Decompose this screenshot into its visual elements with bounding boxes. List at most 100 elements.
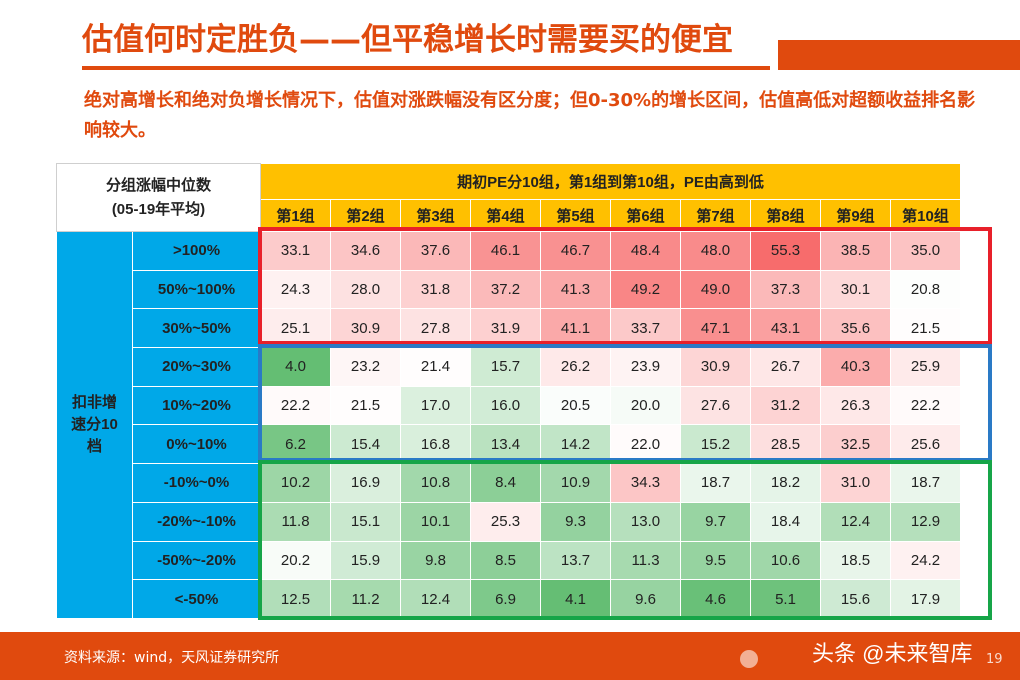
group-header-1: 第1组 bbox=[260, 199, 331, 232]
source-note: 资料来源：wind，天风证券研究所 bbox=[64, 650, 280, 666]
subtitle: 绝对高增长和绝对负增长情况下，估值对涨跌幅没有区分度；但0-30%的增长区间，估… bbox=[84, 90, 976, 141]
value-cell: 41.3 bbox=[540, 269, 611, 310]
value-cell: 34.6 bbox=[330, 231, 401, 271]
growth-bucket-header: 扣非增速分10档 bbox=[56, 231, 133, 619]
row-label: <-50% bbox=[132, 579, 261, 619]
value-cell: 20.0 bbox=[610, 385, 681, 426]
value-cell: 4.0 bbox=[260, 347, 331, 387]
title-accent-block bbox=[778, 40, 1020, 70]
value-cell: 38.5 bbox=[820, 231, 891, 271]
value-cell: 35.0 bbox=[890, 231, 961, 271]
value-cell: 16.8 bbox=[400, 424, 471, 465]
value-cell: 5.1 bbox=[750, 579, 821, 619]
value-cell: 26.3 bbox=[820, 385, 891, 426]
group-header-5: 第5组 bbox=[540, 199, 611, 232]
row-label: 30%~50% bbox=[132, 308, 261, 349]
value-cell: 30.9 bbox=[330, 308, 401, 349]
value-cell: 12.5 bbox=[260, 579, 331, 619]
corner-header: 分组涨幅中位数 (05-19年平均) bbox=[56, 163, 261, 232]
title-underline bbox=[82, 66, 770, 70]
value-cell: 12.4 bbox=[820, 501, 891, 542]
table-row: 20%~30% 4.0 23.2 21.4 15.7 26.2 23.9 30.9 26.7 40… bbox=[57, 347, 961, 387]
value-cell: 25.3 bbox=[470, 501, 541, 542]
value-cell: 37.2 bbox=[470, 269, 541, 310]
value-cell: 21.5 bbox=[330, 385, 401, 426]
growth-bucket-label: 扣非增速分10档 bbox=[71, 393, 118, 455]
value-cell: 40.3 bbox=[820, 347, 891, 387]
value-cell: 46.7 bbox=[540, 231, 611, 271]
value-cell: 48.0 bbox=[680, 231, 751, 271]
corner-header-line2: (05-19年平均) bbox=[111, 200, 206, 218]
value-cell: 22.0 bbox=[610, 424, 681, 465]
value-cell: 10.2 bbox=[260, 463, 331, 503]
value-cell: 10.1 bbox=[400, 501, 471, 542]
row-label: -50%~-20% bbox=[132, 540, 261, 581]
table-row: -10%~0% 10.2 16.9 10.8 8.4 10.9 34.3 18.7 18.2 31… bbox=[57, 463, 961, 503]
heatmap-table: 分组涨幅中位数 (05-19年平均) 期初PE分10组，第1组到第10组，PE由… bbox=[56, 163, 961, 619]
group-header-3: 第3组 bbox=[400, 199, 471, 232]
value-cell: 47.1 bbox=[680, 308, 751, 349]
value-cell: 22.2 bbox=[890, 385, 961, 426]
value-cell: 9.6 bbox=[610, 579, 681, 619]
value-cell: 12.4 bbox=[400, 579, 471, 619]
value-cell: 15.2 bbox=[680, 424, 751, 465]
value-cell: 28.5 bbox=[750, 424, 821, 465]
value-cell: 24.3 bbox=[260, 269, 331, 310]
value-cell: 18.4 bbox=[750, 501, 821, 542]
table-row: 10%~20% 22.2 21.5 17.0 16.0 20.5 20.0 27.6 31.2 2… bbox=[57, 385, 961, 426]
page-title: 估值何时定胜负——但平稳增长时需要买的便宜 bbox=[82, 22, 733, 58]
logo-icon bbox=[740, 650, 758, 668]
table-row: 0%~10% 6.2 15.4 16.8 13.4 14.2 22.0 15.2 28.5 32.… bbox=[57, 424, 961, 465]
value-cell: 20.8 bbox=[890, 269, 961, 310]
value-cell: 26.2 bbox=[540, 347, 611, 387]
pe-group-header: 期初PE分10组，第1组到第10组，PE由高到低 bbox=[260, 163, 961, 200]
table-row: 扣非增速分10档 >100% 33.1 34.6 37.6 46.1 46.7 48.4 48.… bbox=[56, 231, 961, 619]
value-cell: 15.6 bbox=[820, 579, 891, 619]
table-row: <-50% 12.5 11.2 12.4 6.9 4.1 9.6 4.6 5.1 15.6 17.9 bbox=[57, 579, 961, 619]
value-cell: 9.8 bbox=[400, 540, 471, 581]
row-label: 50%~100% bbox=[132, 269, 261, 310]
company-logo bbox=[740, 650, 810, 670]
value-cell: 25.1 bbox=[260, 308, 331, 349]
table-row: -50%~-20% 20.2 15.9 9.8 8.5 13.7 11.3 9.5 10.6 18… bbox=[57, 540, 961, 581]
value-cell: 18.2 bbox=[750, 463, 821, 503]
value-cell: 15.1 bbox=[330, 501, 401, 542]
value-cell: 41.1 bbox=[540, 308, 611, 349]
footer-bar bbox=[0, 632, 1020, 680]
value-cell: 15.4 bbox=[330, 424, 401, 465]
value-cell: 31.9 bbox=[470, 308, 541, 349]
group-header-9: 第9组 bbox=[820, 199, 891, 232]
value-cell: 33.7 bbox=[610, 308, 681, 349]
row-label: 10%~20% bbox=[132, 385, 261, 426]
value-cell: 31.8 bbox=[400, 269, 471, 310]
value-cell: 10.9 bbox=[540, 463, 611, 503]
value-cell: 18.5 bbox=[820, 540, 891, 581]
value-cell: 30.9 bbox=[680, 347, 751, 387]
table-row: -20%~-10% 11.8 15.1 10.1 25.3 9.3 13.0 9.7 18.4 1… bbox=[57, 501, 961, 542]
value-cell: 4.6 bbox=[680, 579, 751, 619]
value-cell: 31.2 bbox=[750, 385, 821, 426]
value-cell: 30.1 bbox=[820, 269, 891, 310]
value-cell: 37.3 bbox=[750, 269, 821, 310]
table-row: 30%~50% 25.1 30.9 27.8 31.9 41.1 33.7 47.1 43.1 3… bbox=[57, 308, 961, 349]
value-cell: 14.2 bbox=[540, 424, 611, 465]
page-number: 19 bbox=[986, 652, 1003, 667]
value-cell: 48.4 bbox=[610, 231, 681, 271]
row-label: -10%~0% bbox=[132, 463, 261, 503]
value-cell: 43.1 bbox=[750, 308, 821, 349]
value-cell: 13.4 bbox=[470, 424, 541, 465]
value-cell: 9.7 bbox=[680, 501, 751, 542]
value-cell: 23.9 bbox=[610, 347, 681, 387]
value-cell: 37.6 bbox=[400, 231, 471, 271]
value-cell: 27.8 bbox=[400, 308, 471, 349]
value-cell: 10.6 bbox=[750, 540, 821, 581]
value-cell: 28.0 bbox=[330, 269, 401, 310]
group-header-4: 第4组 bbox=[470, 199, 541, 232]
value-cell: 11.3 bbox=[610, 540, 681, 581]
value-cell: 25.9 bbox=[890, 347, 961, 387]
value-cell: 27.6 bbox=[680, 385, 751, 426]
value-cell: 16.0 bbox=[470, 385, 541, 426]
value-cell: 13.7 bbox=[540, 540, 611, 581]
value-cell: 16.9 bbox=[330, 463, 401, 503]
value-cell: 13.0 bbox=[610, 501, 681, 542]
